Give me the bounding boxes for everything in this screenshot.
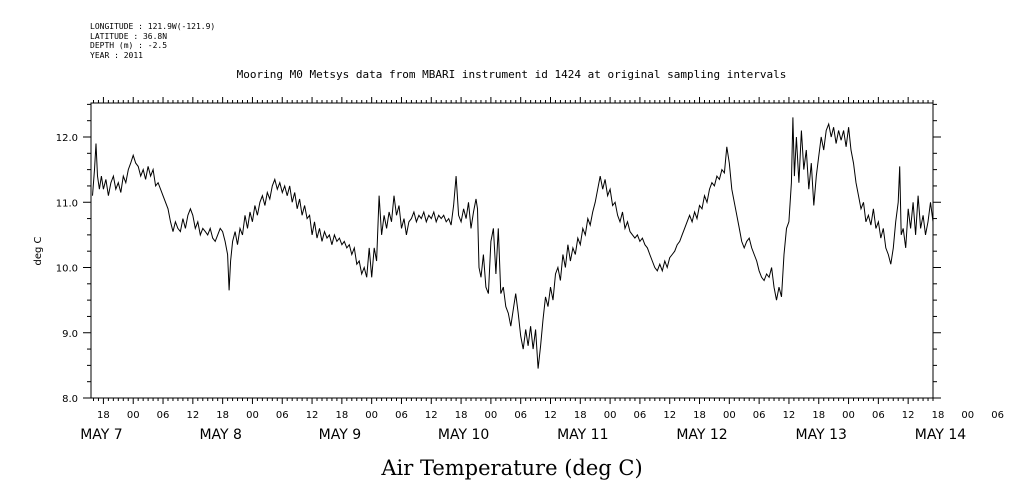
x-hour-label: 18 [932, 410, 945, 421]
meta-latitude: LATITUDE : 36.8N [90, 31, 168, 41]
x-day-label: MAY 11 [557, 427, 608, 443]
metadata-block: LONGITUDE : 121.9W(-121.9) LATITUDE : 36… [90, 22, 215, 60]
x-day-label: MAY 13 [796, 427, 847, 443]
x-hour-label: 06 [276, 410, 289, 421]
x-hour-label: 18 [812, 410, 825, 421]
y-tick-label: 9.0 [62, 329, 78, 340]
x-hour-label: 00 [842, 410, 855, 421]
x-hour-label: 12 [306, 410, 319, 421]
chart-title: Mooring M0 Metsys data from MBARI instru… [236, 68, 787, 81]
x-hour-label: 06 [753, 410, 766, 421]
x-hour-label: 18 [216, 410, 229, 421]
y-tick-label: 12.0 [56, 133, 78, 144]
x-hour-label: 12 [783, 410, 796, 421]
x-hour-label: 00 [485, 410, 498, 421]
x-hour-label: 00 [246, 410, 259, 421]
x-hour-label: 12 [425, 410, 438, 421]
x-hour-label: 00 [604, 410, 617, 421]
x-day-label: MAY 9 [319, 427, 361, 443]
x-hour-label: 18 [335, 410, 348, 421]
y-tick-label: 10.0 [56, 264, 78, 275]
x-day-label: MAY 12 [676, 427, 727, 443]
x-hour-label: 00 [365, 410, 378, 421]
meta-year: YEAR : 2011 [90, 50, 143, 60]
x-day-label: MAY 10 [438, 427, 489, 443]
x-hour-label: 18 [693, 410, 706, 421]
x-hour-label: 06 [991, 410, 1004, 421]
x-hour-label: 12 [186, 410, 199, 421]
x-hour-label: 06 [514, 410, 527, 421]
x-hour-label: 12 [902, 410, 915, 421]
x-hour-label: 18 [455, 410, 468, 421]
x-hour-label: 00 [127, 410, 140, 421]
meta-depth: DEPTH (m) : -2.5 [90, 41, 168, 50]
meta-longitude: LONGITUDE : 121.9W(-121.9) [90, 22, 216, 31]
x-hour-label: 12 [663, 410, 676, 421]
x-day-label: MAY 7 [80, 427, 122, 443]
y-tick-label: 11.0 [56, 198, 78, 209]
x-axis-label: Air Temperature (deg C) [380, 456, 642, 480]
x-hour-label: 12 [544, 410, 557, 421]
series-line [92, 117, 934, 369]
x-hour-label: 00 [723, 410, 736, 421]
y-tick-label: 8.0 [62, 394, 78, 405]
x-hour-label: 06 [395, 410, 408, 421]
x-day-label: MAY 8 [199, 427, 241, 443]
x-hour-label: 00 [961, 410, 974, 421]
y-axis-label: deg C [33, 236, 44, 265]
x-hour-label: 18 [97, 410, 110, 421]
x-hour-label: 18 [574, 410, 587, 421]
x-hour-label: 06 [157, 410, 170, 421]
x-hour-label: 06 [872, 410, 885, 421]
x-day-label: MAY 14 [915, 427, 966, 443]
x-hour-label: 06 [634, 410, 647, 421]
plot-frame [90, 102, 934, 399]
